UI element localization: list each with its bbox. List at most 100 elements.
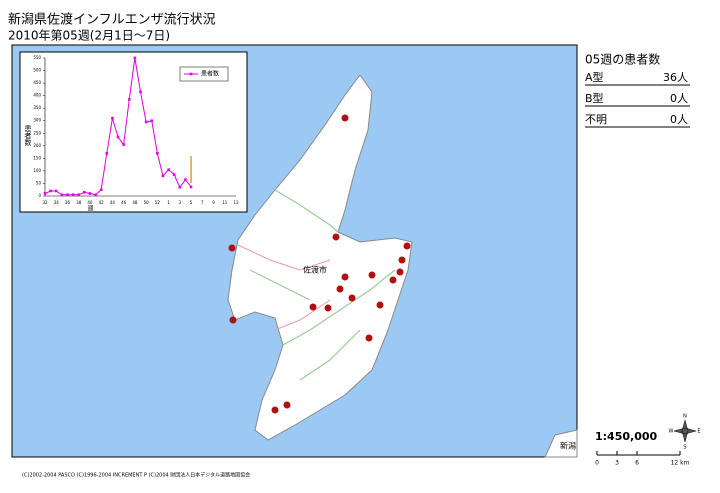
point — [116, 135, 120, 139]
row-value: 0人 — [670, 92, 688, 105]
row-label: B型 — [585, 91, 604, 105]
mainland — [544, 429, 578, 458]
panel-title: 05週の患者数 — [585, 52, 660, 67]
x-tick-label: 38 — [76, 200, 82, 205]
point — [54, 189, 58, 193]
point — [99, 188, 103, 192]
y-tick-label: 250 — [33, 130, 41, 135]
point — [144, 120, 148, 124]
roads — [249, 189, 396, 381]
point — [105, 152, 109, 155]
row-label: A型 — [585, 70, 604, 84]
x-tick-label: 7 — [201, 200, 204, 205]
case-marker — [403, 242, 411, 250]
point — [189, 185, 193, 189]
point — [43, 192, 47, 195]
point — [71, 193, 75, 197]
point — [156, 152, 159, 155]
scale-label: 3 — [615, 460, 619, 467]
subtitle: 2010年第05週(2月1日〜7日) — [8, 29, 170, 43]
case-marker — [283, 401, 291, 409]
case-marker — [396, 268, 404, 276]
x-tick-label: 32 — [42, 200, 48, 205]
x-tick-label: 46 — [121, 200, 127, 205]
x-label: 週 — [87, 205, 93, 213]
point — [77, 193, 81, 197]
y-tick-label: 200 — [33, 143, 41, 148]
case-marker — [398, 256, 406, 264]
y-tick-label: 0 — [38, 193, 41, 198]
x-tick-label: 44 — [110, 200, 116, 205]
compass-label: E — [697, 429, 700, 435]
case-marker — [389, 276, 397, 284]
mainland-label: 新潟 — [560, 441, 576, 451]
y-tick-label: 550 — [33, 55, 41, 60]
x-tick-label: 9 — [212, 200, 215, 205]
case-marker — [336, 285, 344, 293]
case-marker — [309, 303, 317, 311]
scale-ratio: 1:450,000 — [595, 430, 658, 443]
point — [139, 90, 142, 94]
point — [88, 192, 92, 195]
point — [49, 189, 52, 193]
x-tick-label: 3 — [179, 200, 182, 205]
title: 新潟県佐渡インフルエンザ流行状況 — [8, 12, 216, 28]
y-tick-label: 100 — [33, 168, 41, 173]
island — [227, 74, 413, 441]
city-label: 佐渡市 — [303, 265, 327, 275]
point — [122, 143, 125, 146]
scale-label: 6 — [635, 460, 639, 467]
point — [66, 193, 69, 197]
case-marker — [365, 334, 373, 342]
x-tick-label: 36 — [65, 200, 71, 205]
copyright: (C)2002-2004 PASCO (C)1996-2004 INCREMEN… — [22, 472, 250, 479]
y-tick-label: 400 — [33, 93, 41, 98]
x-tick-label: 50 — [144, 200, 150, 205]
case-marker — [271, 406, 279, 414]
scale-label: 0 — [595, 460, 599, 467]
row-label: 不明 — [585, 113, 607, 126]
case-marker — [341, 273, 349, 281]
point — [94, 193, 97, 197]
point — [127, 98, 131, 101]
x-tick-label: 48 — [132, 200, 138, 205]
legend-box — [179, 66, 229, 82]
roads — [237, 244, 331, 331]
legend-marker — [189, 72, 193, 76]
case-marker — [376, 301, 384, 309]
compass-label: S — [683, 445, 686, 451]
scale-label: 12 km — [671, 460, 690, 467]
y-tick-label: 450 — [33, 80, 41, 85]
x-tick-label: 42 — [99, 200, 105, 205]
compass-label: W — [669, 429, 674, 435]
y-tick-label: 150 — [33, 155, 41, 160]
y-tick-label: 50 — [36, 180, 42, 185]
row-value: 36人 — [663, 71, 688, 84]
point — [167, 168, 170, 171]
compass-label: N — [683, 414, 687, 420]
x-tick-label: 34 — [54, 200, 60, 205]
x-tick-label: 52 — [155, 200, 161, 205]
y-tick-label: 300 — [33, 118, 41, 123]
point — [60, 193, 64, 197]
point — [111, 116, 114, 120]
y-tick-label: 350 — [33, 105, 41, 110]
point — [161, 174, 165, 178]
point — [150, 119, 154, 123]
case-marker — [332, 233, 340, 241]
case-marker — [228, 244, 236, 252]
legend-label: 患者数 — [201, 70, 219, 78]
point — [83, 190, 86, 194]
case-marker — [348, 294, 356, 302]
y-tick-label: 500 — [33, 68, 41, 73]
x-tick-label: 40 — [87, 200, 93, 205]
x-tick-label: 5 — [190, 200, 193, 205]
x-tick-label: 13 — [233, 200, 239, 205]
point — [184, 178, 187, 181]
compass — [673, 419, 697, 443]
case-marker — [324, 304, 332, 312]
point — [133, 56, 137, 60]
point — [172, 173, 176, 176]
case-marker — [341, 114, 349, 122]
